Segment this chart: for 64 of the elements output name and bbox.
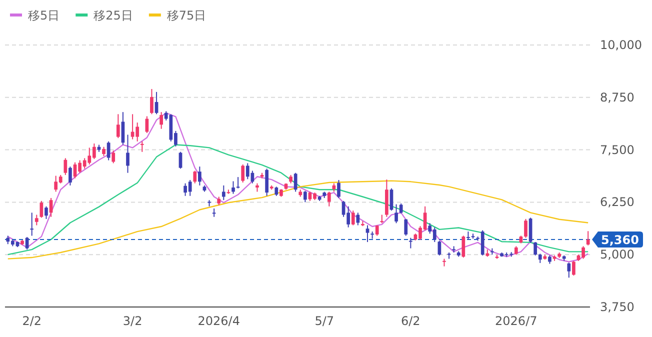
- candlestick: [126, 134, 130, 174]
- candlestick: [160, 112, 163, 130]
- candlestick: [112, 150, 116, 164]
- candlestick: [40, 200, 44, 218]
- candlestick: [534, 242, 538, 256]
- candlestick: [150, 88, 154, 115]
- y-tick-label: 8,750: [600, 90, 634, 104]
- legend-label: 移75日: [166, 8, 206, 22]
- y-tick-label: 10,000: [600, 38, 642, 52]
- candlestick: [538, 253, 542, 264]
- ref-label: 5,360: [592, 232, 643, 248]
- candlestick: [222, 184, 226, 201]
- x-tick-label: 2/2: [22, 314, 42, 328]
- legend-label: 移5日: [28, 8, 60, 22]
- x-tick-label: 2026/4: [198, 314, 240, 328]
- y-tick-label: 7,500: [600, 142, 634, 157]
- candlestick: [140, 140, 144, 152]
- candlestick: [356, 212, 360, 226]
- candlestick: [102, 146, 106, 157]
- ref-line-label: 5,360: [601, 233, 639, 248]
- candlestick: [232, 180, 235, 194]
- candlestick: [404, 218, 408, 236]
- candlestick: [462, 235, 466, 258]
- candlestick: [524, 218, 528, 238]
- candlestick: [116, 114, 120, 139]
- candlestick: [586, 230, 590, 246]
- line-series: [7, 180, 589, 260]
- candlestick: [274, 186, 278, 196]
- x-tick-label: 2026/7: [495, 314, 538, 328]
- candlestick: [327, 191, 331, 207]
- candlestick: [567, 262, 571, 278]
- candlestick: [34, 214, 38, 226]
- candlestick: [30, 212, 34, 236]
- candlestick: [198, 166, 202, 186]
- line-series: [7, 112, 589, 262]
- candlestick: [154, 91, 158, 115]
- candlestick: [236, 176, 240, 189]
- candlestick: [121, 112, 125, 146]
- candlestick: [193, 170, 197, 184]
- candlestick: [44, 206, 48, 220]
- candlestick: [438, 240, 442, 256]
- y-tick-label: 5,000: [600, 248, 634, 262]
- candlestick: [351, 210, 355, 226]
- candlestick: [64, 158, 68, 176]
- candlestick: [68, 166, 72, 186]
- legend-label: 移25日: [94, 8, 133, 22]
- candlestick: [106, 140, 110, 161]
- x-tick-label: 3/2: [122, 314, 142, 328]
- candlestick: [294, 172, 298, 192]
- candlestick: [572, 260, 576, 276]
- candlestick: [265, 168, 268, 196]
- candlestick: [408, 237, 412, 249]
- candlestick: [178, 151, 182, 170]
- candlestick: [303, 190, 307, 203]
- y-tick-label: 3,750: [600, 300, 634, 314]
- candlestick: [241, 164, 245, 183]
- candlestick: [337, 179, 340, 199]
- y-tick-label: 6,250: [600, 195, 634, 210]
- x-tick-label: 5/7: [314, 314, 334, 328]
- x-tick-label: 6/2: [401, 314, 420, 328]
- candlestick: [145, 116, 149, 134]
- candlestick: [394, 204, 398, 224]
- candlestick: [366, 224, 370, 243]
- candlestick: [399, 202, 403, 214]
